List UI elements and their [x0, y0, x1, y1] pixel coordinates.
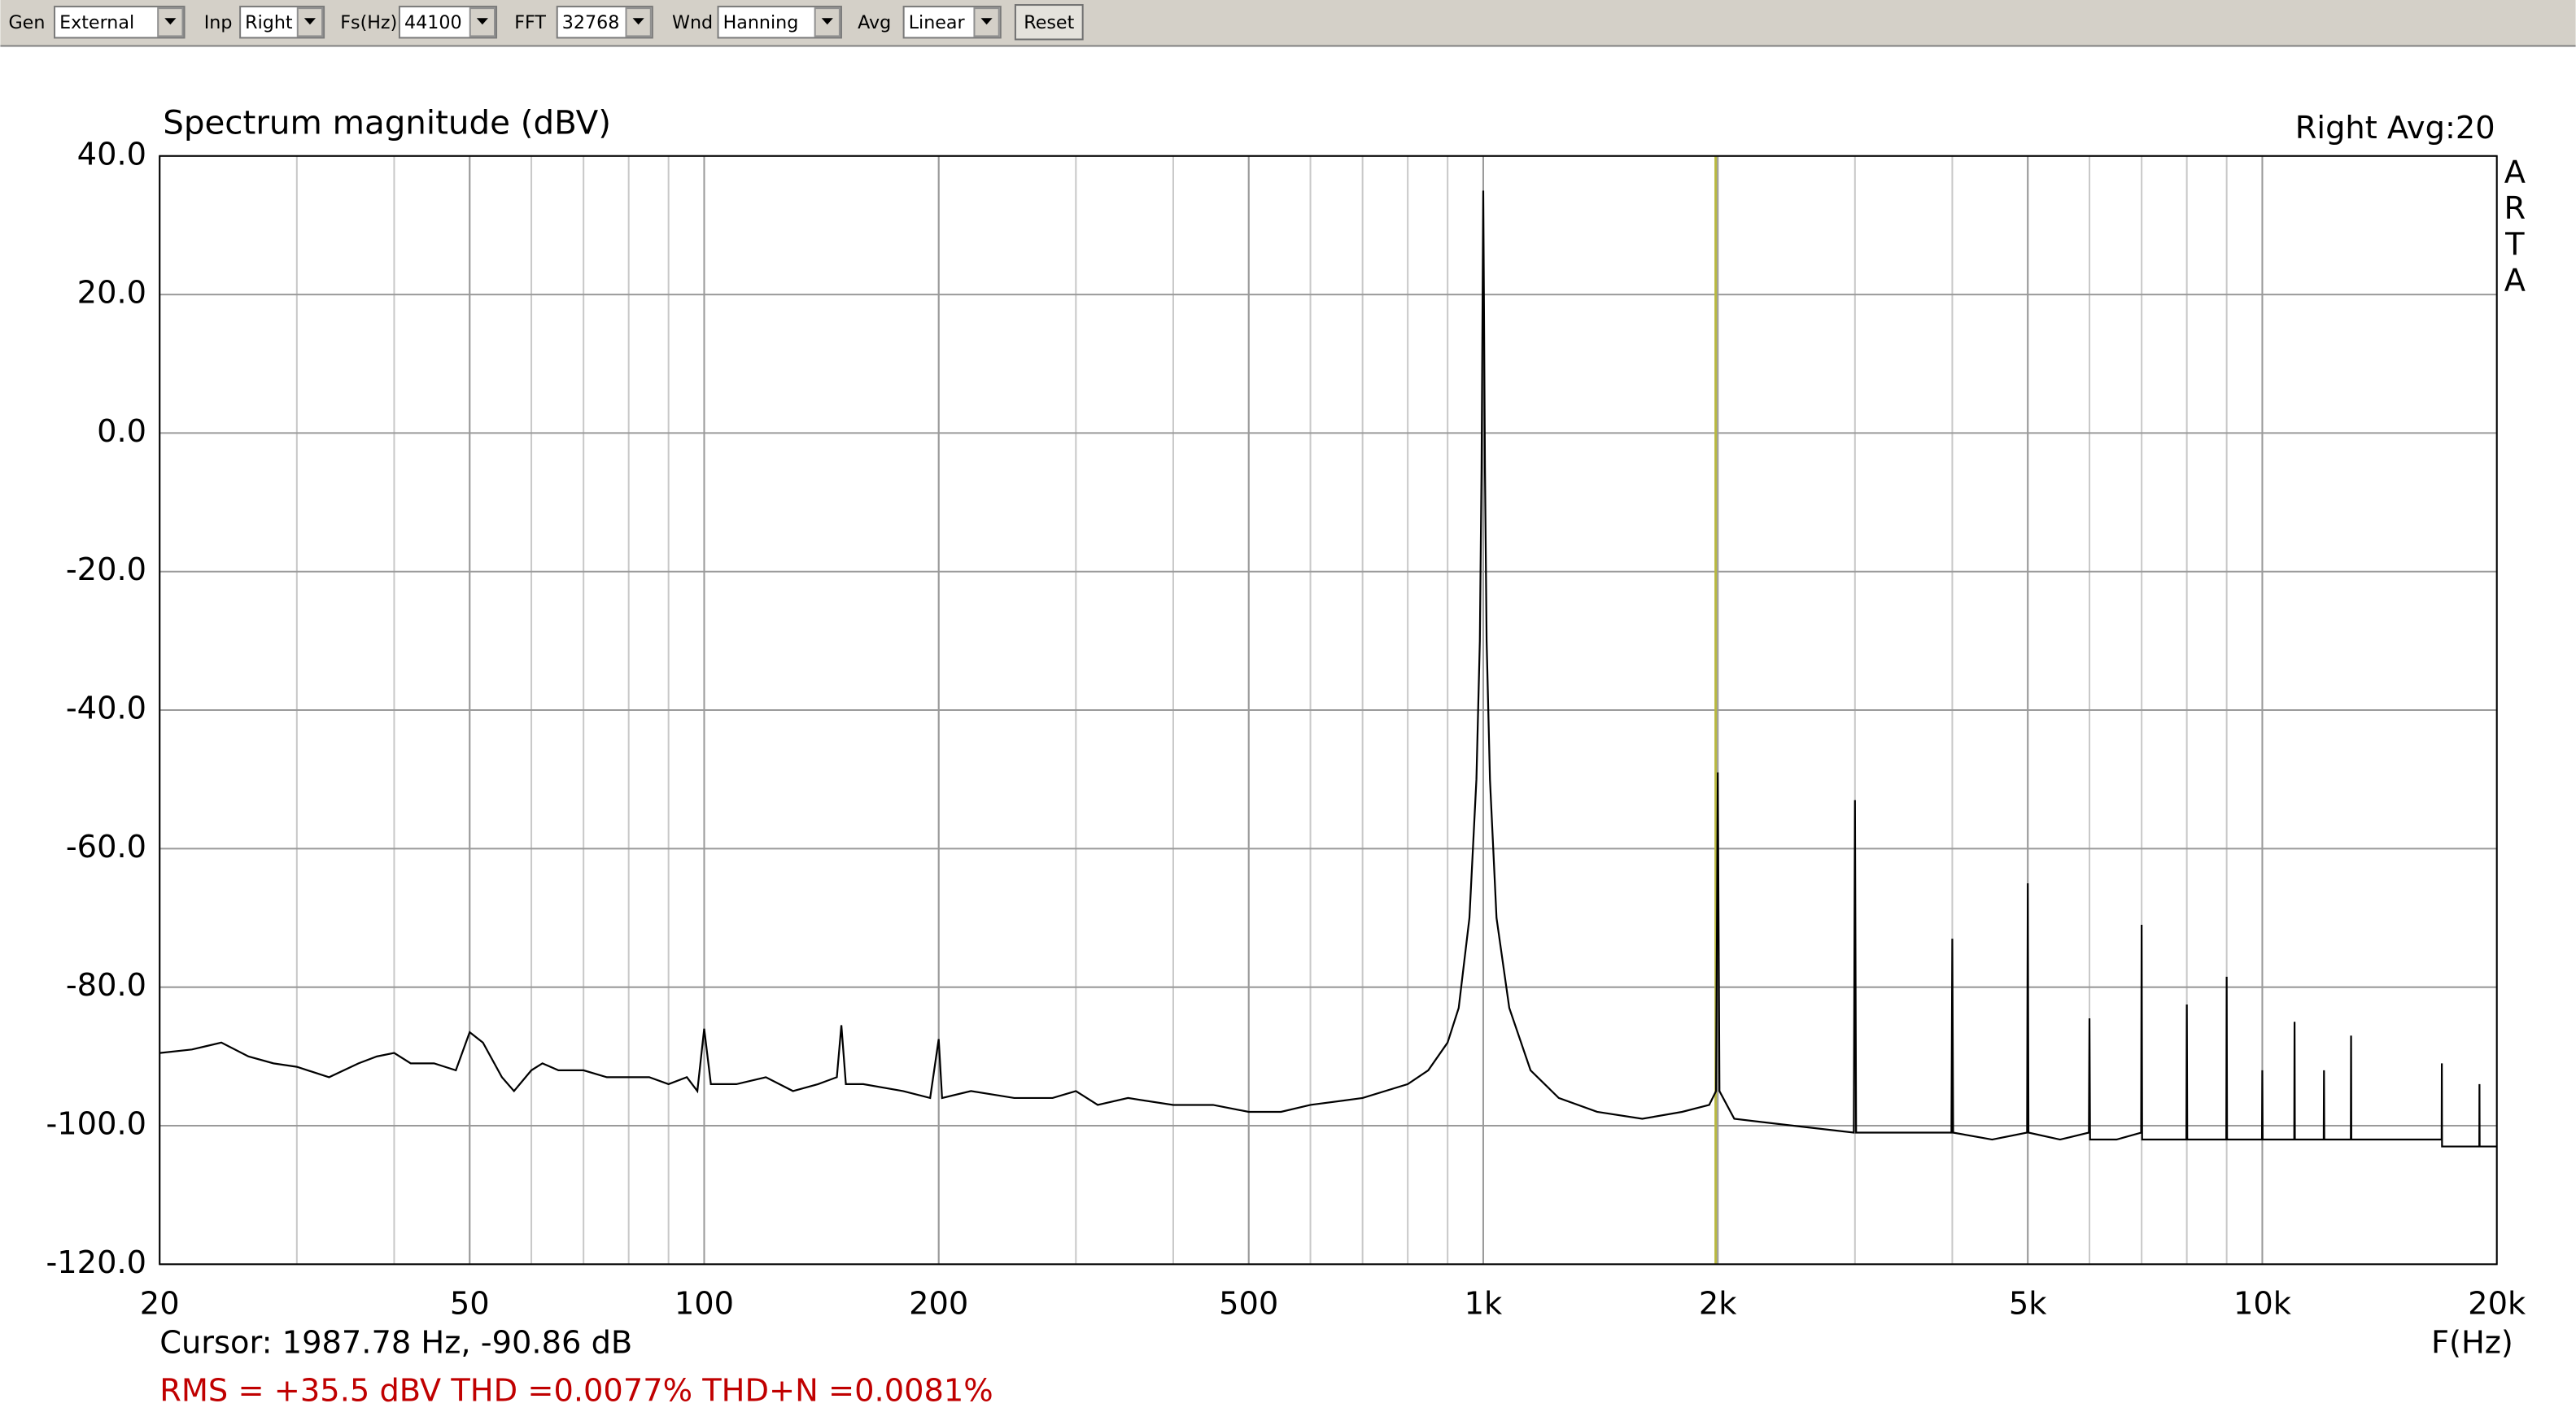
chart-title: Spectrum magnitude (dBV): [163, 103, 611, 142]
stats-readout: RMS = +35.5 dBV THD =0.0077% THD+N =0.00…: [159, 1372, 993, 1409]
x-tick-label: 10k: [2233, 1285, 2292, 1322]
field-label: Inp: [204, 12, 233, 33]
x-tick-label: 1k: [1465, 1285, 1503, 1322]
combobox-value: Linear: [909, 12, 966, 33]
field-label: Fs(Hz): [340, 12, 397, 33]
y-tick-label: -60.0: [66, 829, 146, 865]
combobox-value: 44100: [404, 12, 462, 33]
plot-border: [159, 155, 2498, 1266]
cursor-readout: Cursor: 1987.78 Hz, -90.86 dB: [159, 1325, 632, 1362]
x-tick-label: 20: [140, 1285, 180, 1322]
combobox[interactable]: 32768: [556, 6, 653, 39]
combobox[interactable]: Hanning: [717, 6, 842, 39]
toolbar-controls: Gen External Inp Right Fs(Hz) 44100 FFT 32768 Wn…: [9, 4, 1084, 41]
plot: 20 50 100 200 500 1k 2k 5k 10k 20k -120.0 -100.0 -80…: [46, 136, 2526, 1322]
combobox[interactable]: External: [54, 6, 186, 39]
combobox-value: Hanning: [723, 12, 799, 33]
x-tick-label: 200: [909, 1285, 968, 1322]
x-tick-label: 20k: [2468, 1285, 2526, 1322]
reset-button[interactable]: Reset: [1014, 4, 1084, 41]
x-tick-label: 100: [675, 1285, 734, 1322]
dropdown-arrow: [303, 18, 316, 25]
button-label: Reset: [1024, 12, 1074, 33]
x-tick-label: 500: [1219, 1285, 1278, 1322]
field-label: Avg: [858, 12, 891, 33]
combobox[interactable]: 44100: [398, 6, 498, 39]
field-label: Gen: [9, 12, 46, 33]
combobox-value: External: [59, 12, 134, 33]
y-tick-label: 20.0: [77, 275, 146, 312]
button-box: [1014, 4, 1084, 41]
y-tick-label: -80.0: [66, 967, 146, 1004]
brand-letter: T: [2504, 226, 2525, 263]
x-tick-label: 50: [450, 1285, 490, 1322]
combobox[interactable]: Linear: [902, 6, 1002, 39]
y-tick-label: -40.0: [66, 691, 146, 727]
channel-label: Right Avg:20: [2295, 110, 2495, 146]
dropdown-arrow: [476, 18, 488, 25]
spectrum-line: [159, 190, 2497, 1148]
x-tick-label: 2k: [1699, 1285, 1737, 1322]
y-tick-label: -100.0: [46, 1106, 146, 1143]
dropdown-arrow: [632, 18, 644, 25]
y-tick-label: 40.0: [77, 136, 146, 172]
brand-letter: A: [2504, 263, 2526, 299]
dropdown-arrow: [164, 18, 177, 25]
y-tick-label: -120.0: [46, 1244, 146, 1281]
field-label: Wnd: [672, 12, 713, 33]
combobox-value: Right: [245, 12, 293, 33]
dropdown-arrow: [821, 18, 833, 25]
combobox[interactable]: Right: [239, 6, 325, 39]
y-tick-label: 0.0: [97, 413, 146, 450]
combobox-value: 32768: [562, 12, 620, 33]
x-axis-label: F(Hz): [2431, 1325, 2513, 1362]
x-tick-label: 5k: [2009, 1285, 2047, 1322]
y-tick-label: -20.0: [66, 551, 146, 588]
brand-letter: R: [2504, 190, 2526, 227]
dropdown-arrow: [980, 18, 993, 25]
brand-letter: A: [2504, 154, 2526, 190]
field-label: FFT: [514, 12, 546, 33]
